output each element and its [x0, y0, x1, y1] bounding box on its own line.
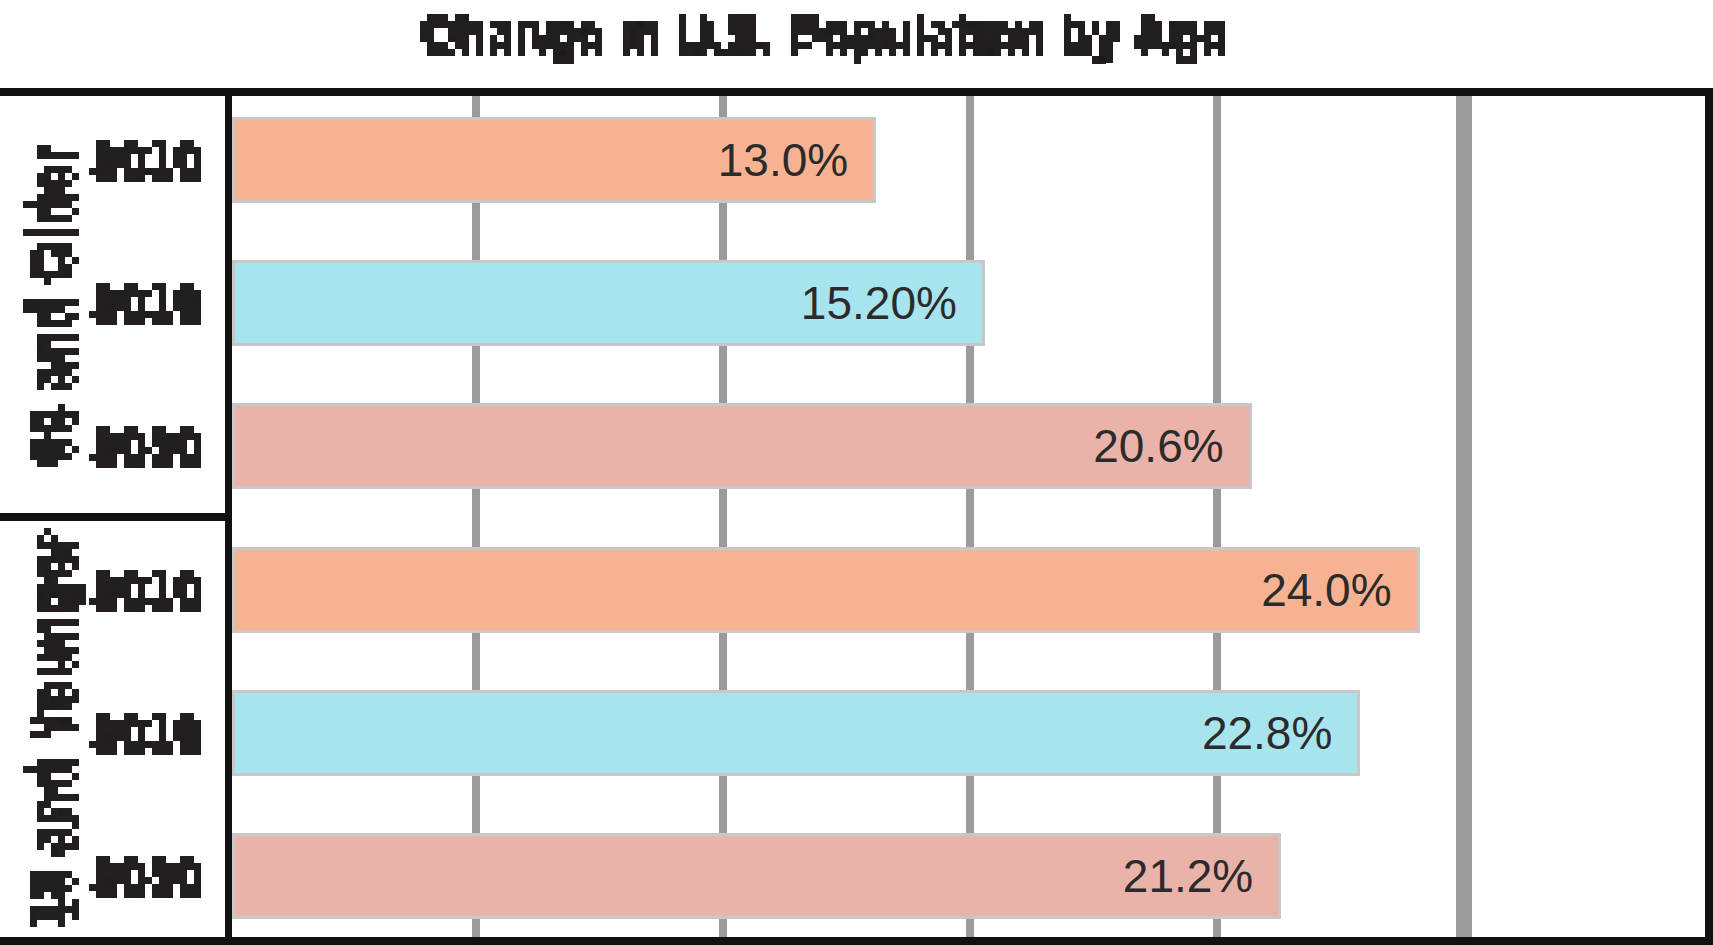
bar-65-and-older-2010: 13.0%: [232, 117, 876, 203]
figure: 13.0% 15.20% 20.6% 24.0% 22.8% 21.2%: [0, 0, 1713, 945]
year-label-1-2030: [75, 842, 209, 910]
group-divider-line: [0, 513, 232, 521]
frame-bottom-border: [0, 937, 1713, 945]
group-label-65-and-older: [2, 96, 94, 513]
gridline-25pct-emphasized: [1456, 96, 1472, 937]
year-label-1-2010: [75, 556, 209, 624]
bar-value-label: 15.20%: [801, 276, 982, 330]
bar-18-and-younger-2010: 24.0%: [232, 547, 1420, 633]
gridline-5pct: [472, 96, 480, 937]
bar-value-label: 21.2%: [1123, 849, 1278, 903]
bar-value-label: 13.0%: [718, 133, 873, 187]
frame-top-border: [0, 88, 1713, 96]
year-label-0-2016: [75, 269, 209, 337]
gridline-15pct: [966, 96, 974, 937]
bar-18-and-younger-2030: 21.2%: [232, 833, 1281, 919]
bar-65-and-older-2016: 15.20%: [232, 260, 985, 346]
chart-title: [0, 0, 1640, 64]
bar-value-label: 20.6%: [1093, 419, 1248, 473]
gridline-20pct: [1213, 96, 1221, 937]
bar-value-label: 24.0%: [1261, 563, 1416, 617]
year-label-0-2010: [75, 126, 209, 194]
gridline-10pct: [719, 96, 727, 937]
bar-18-and-younger-2016: 22.8%: [232, 690, 1360, 776]
year-label-1-2016: [75, 699, 209, 767]
frame-right-border: [1705, 88, 1713, 945]
bar-65-and-older-2030: 20.6%: [232, 403, 1252, 489]
bar-value-label: 22.8%: [1202, 706, 1357, 760]
group-label-18-and-younger: [2, 521, 94, 937]
year-label-0-2030: [75, 412, 209, 480]
